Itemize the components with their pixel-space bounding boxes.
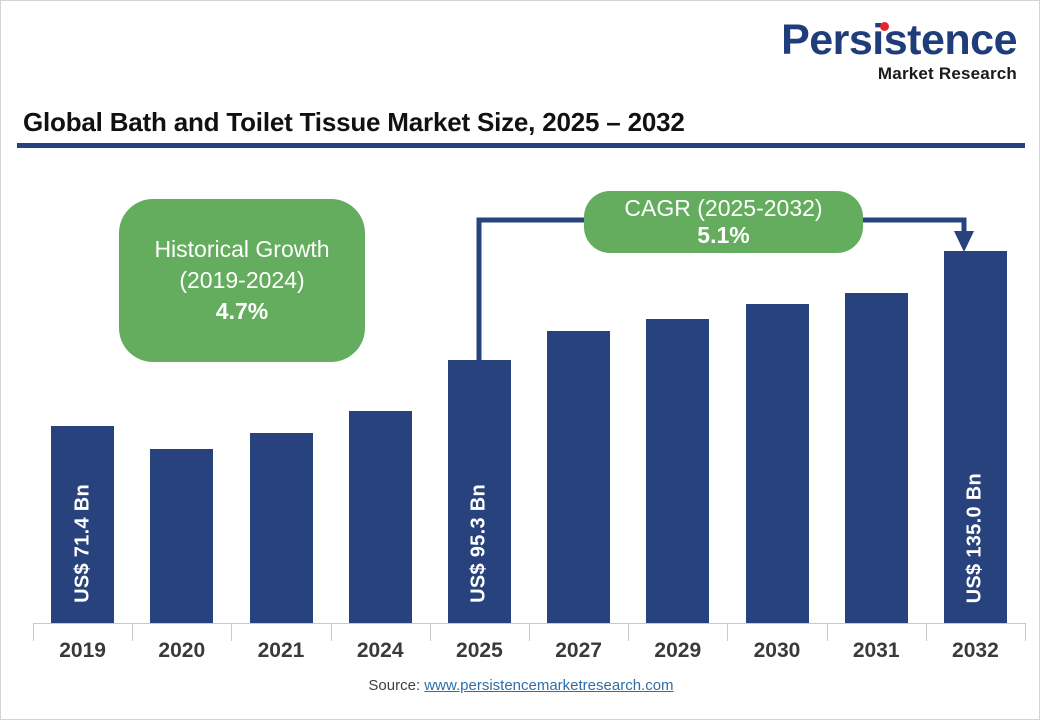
historical-growth-callout: Historical Growth (2019-2024) 4.7% (119, 199, 365, 362)
logo-tagline: Market Research (877, 64, 1017, 83)
x-axis-label-2021: 2021 (257, 639, 305, 662)
cagr-value: 5.1% (697, 222, 750, 248)
bar-2032[interactable]: US$ 135.0 Bn (943, 251, 1007, 623)
x-axis-tick-2020 (132, 623, 134, 641)
bar-2020[interactable] (150, 448, 214, 623)
bar-2031[interactable] (844, 293, 908, 623)
x-axis-tick-2029 (628, 623, 630, 641)
x-axis-label-2030: 2030 (753, 639, 801, 662)
x-axis-tick-2021 (231, 623, 233, 641)
x-axis-label-2031: 2031 (852, 639, 900, 662)
bar-value-label-2019: US$ 71.4 Bn (71, 484, 94, 603)
bar-2030[interactable] (745, 304, 809, 623)
bar-value-label-2025: US$ 95.3 Bn (467, 484, 490, 603)
x-axis-tick-2030 (727, 623, 729, 641)
page-title: Global Bath and Toilet Tissue Market Siz… (23, 107, 685, 137)
source-prefix: Source: (368, 677, 425, 694)
historical-growth-line1: Historical Growth (154, 236, 330, 262)
x-axis-label-2024: 2024 (356, 639, 404, 662)
historical-growth-line2: (2019-2024) (179, 267, 305, 293)
bar-2019[interactable]: US$ 71.4 Bn (51, 426, 115, 623)
bar-2029[interactable] (646, 318, 710, 623)
bar-value-label-2032: US$ 135.0 Bn (963, 472, 986, 603)
x-axis-tick-2025 (429, 623, 431, 641)
x-axis-tick-2024 (330, 623, 332, 641)
logo-wordmark: Persistence (781, 19, 1017, 62)
x-axis-label-2029: 2029 (654, 639, 702, 662)
cagr-callout: CAGR (2025-2032) 5.1% (584, 191, 863, 253)
x-axis-tick-2032 (925, 623, 927, 641)
source-link[interactable]: www.persistencemarketresearch.com (424, 677, 674, 694)
cagr-label: CAGR (2025-2032) (624, 195, 823, 221)
x-axis-label-2032: 2032 (952, 639, 999, 662)
x-axis-label-2020: 2020 (158, 639, 206, 662)
company-logo: Persistence Market Research (759, 19, 1017, 83)
x-axis-label-2027: 2027 (555, 639, 602, 662)
bar-2027[interactable] (547, 330, 611, 623)
historical-growth-value: 4.7% (215, 298, 269, 324)
x-axis-label-2019: 2019 (59, 639, 106, 662)
bar-2024[interactable] (348, 411, 412, 623)
logo-dot-icon (880, 22, 890, 31)
x-axis-tick-end (1025, 623, 1026, 641)
x-axis-tick-2031 (826, 623, 828, 641)
title-divider (17, 143, 1025, 148)
x-axis-tick-2027 (529, 623, 530, 641)
source-line: Source: www.persistencemarketresearch.co… (1, 677, 1040, 694)
x-axis-tick-2019 (33, 623, 34, 641)
bar-2021[interactable] (249, 432, 313, 623)
x-axis-label-2025: 2025 (456, 639, 503, 662)
logo-wordmark-text: Persistence (781, 16, 1017, 64)
bar-2025[interactable]: US$ 95.3 Bn (447, 360, 511, 623)
